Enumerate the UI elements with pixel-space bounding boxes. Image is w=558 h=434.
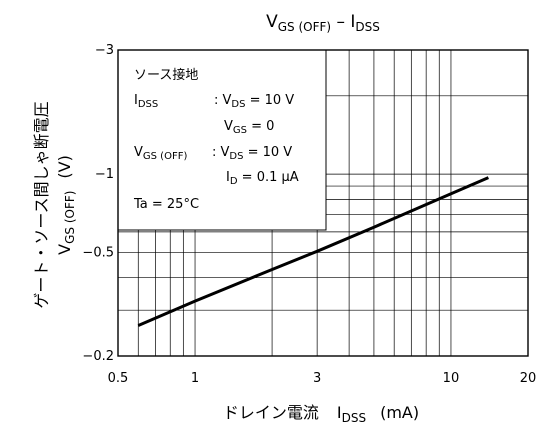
x-axis-label: ドレイン電流 IDSS (mA): [223, 403, 419, 425]
conditions-legend: ソース接地 IDSS : VDS = 10 V VGS = 0 VGS (OFF…: [133, 67, 299, 212]
tick-labels: 0.5 1 3 10 20 −0.2 −0.5 −1 −3: [82, 43, 536, 386]
x-tick-label: 0.5: [108, 371, 129, 386]
plot-frame: [117, 49, 529, 357]
condition-row-1-label: IDSS: [134, 93, 158, 110]
condition-row-3-value: : VDS = 10 V: [212, 145, 292, 162]
condition-row-3-label: VGS (OFF): [134, 145, 187, 162]
x-tick-label: 3: [313, 371, 321, 386]
condition-row-2-value: VGS = 0: [224, 119, 274, 136]
y-axis-label-symbol: VGS (OFF)(V): [55, 155, 77, 255]
series-line-1: [137, 176, 489, 327]
condition-row-4-value: ID = 0.1 μA: [226, 170, 299, 187]
x-tick-label: 10: [443, 371, 460, 386]
y-tick-label: −0.2: [82, 349, 114, 364]
y-tick-label: −1: [95, 167, 114, 182]
chart-title: VGS (OFF) – IDSS: [266, 12, 380, 34]
condition-row-1-value: : VDS = 10 V: [214, 93, 294, 110]
conditions-heading: ソース接地: [134, 67, 198, 83]
y-axis-label-jp: ゲート・ソース間しゃ断電圧: [32, 101, 51, 308]
x-tick-label: 20: [520, 371, 537, 386]
series-layer: [137, 176, 489, 327]
x-tick-label: 1: [191, 371, 199, 386]
legend-box: [117, 49, 327, 231]
y-tick-label: −0.5: [82, 245, 114, 260]
condition-row-5-label: Ta = 25°C: [133, 197, 199, 212]
y-tick-label: −3: [95, 43, 114, 58]
